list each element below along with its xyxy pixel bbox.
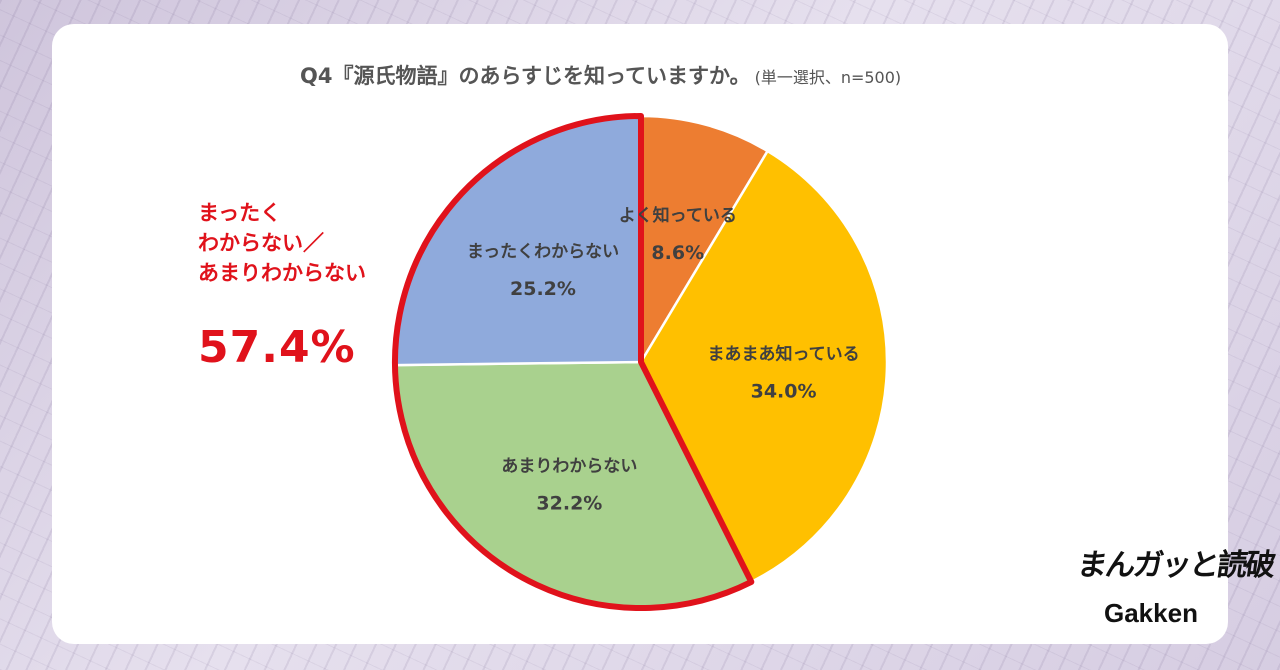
slice-value-0: 8.6% — [651, 242, 704, 264]
highlight-label-line-2: わからない／ — [198, 231, 324, 255]
highlight-value: 57.4% — [198, 322, 356, 373]
pie-slice-0 — [639, 114, 770, 367]
pie-slice-1 — [639, 149, 889, 584]
slice-value-1: 34.0% — [751, 380, 817, 402]
brand-logo: まんガッと読破 — [1075, 548, 1276, 583]
slice-value-2: 32.2% — [536, 493, 602, 515]
chart-title-text: Q4『源氏物語』のあらすじを知っていますか。 — [300, 64, 751, 88]
slice-label-0: よく知っている — [619, 205, 737, 226]
chart-title: Q4『源氏物語』のあらすじを知っていますか。 (単一選択、n=500) — [300, 60, 1020, 90]
slice-value-3: 25.2% — [510, 278, 576, 300]
slice-label-1: まあまあ知っている — [708, 343, 860, 364]
gakken-logo: Gakken — [1104, 598, 1198, 628]
chart-subtitle: (単一選択、n=500) — [754, 68, 902, 87]
slice-label-3: まったくわからない — [467, 242, 619, 262]
highlight-label-line-3: あまりわからない — [198, 261, 366, 285]
highlight-callout: まったく わからない／ あまりわからない 57.4% — [198, 198, 366, 373]
highlight-label-line-1: まったく — [198, 201, 282, 225]
pie-slice-3 — [393, 114, 643, 367]
slice-label-2: あまりわからない — [501, 457, 637, 477]
highlight-outline — [392, 113, 755, 611]
